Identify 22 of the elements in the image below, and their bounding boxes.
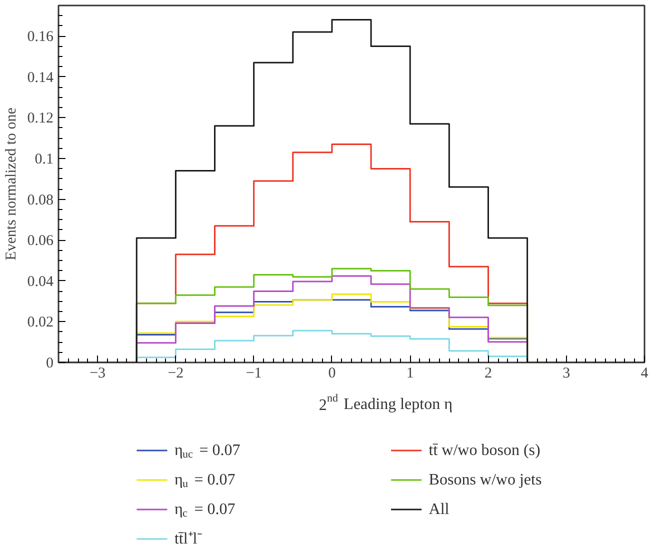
x-tick-label: 4 (640, 366, 649, 382)
legend-label: tt̄ w/wo boson (s) (428, 442, 540, 459)
x-tick-label: −1 (246, 366, 262, 382)
y-tick-label: 0 (46, 356, 54, 372)
y-tick-label: 0.02 (27, 314, 54, 331)
y-tick-label: 0.1 (34, 152, 54, 168)
y-tick-label: 0.16 (27, 29, 54, 46)
legend-label: All (428, 501, 450, 518)
x-tick-label: 3 (562, 366, 570, 382)
y-tick-label: 0.12 (27, 110, 54, 127)
y-tick-label: 0.06 (27, 233, 54, 250)
x-tick-label: −2 (168, 366, 184, 382)
y-tick-label: 0.04 (27, 274, 54, 290)
y-axis-title: Events normalized to one (3, 107, 20, 260)
x-tick-label: 1 (406, 366, 414, 382)
legend-label: Bosons w/wo jets (428, 472, 542, 488)
x-tick-label: 0 (328, 366, 336, 382)
legend-label: tt̄l⁺l⁻ (174, 530, 202, 548)
x-tick-label: 2 (484, 366, 492, 382)
x-tick-label: −3 (90, 366, 106, 382)
y-tick-label: 0.08 (27, 192, 54, 208)
y-tick-label: 0.14 (27, 70, 54, 86)
